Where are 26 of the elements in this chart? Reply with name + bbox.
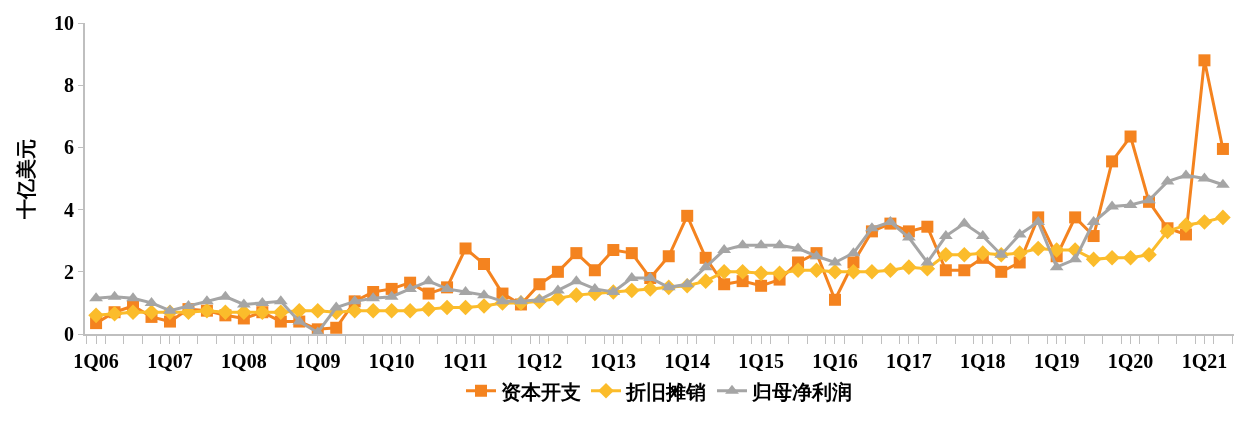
y-tick-label: 4 [64, 198, 74, 221]
x-tick-label: 1Q14 [664, 350, 710, 372]
x-tick-label: 1Q16 [812, 350, 858, 372]
legend-label: 归母净利润 [751, 380, 852, 403]
x-tick-label: 1Q20 [1107, 350, 1154, 372]
x-tick-label: 1Q18 [959, 350, 1006, 372]
legend-label: 折旧摊销 [625, 380, 706, 403]
x-tick-label: 1Q09 [294, 350, 341, 372]
y-tick-label: 2 [64, 260, 74, 283]
y-tick-label: 10 [54, 12, 74, 34]
y-tick-label: 8 [64, 74, 74, 97]
x-tick-label: 1Q08 [221, 350, 267, 372]
y-tick-label: 6 [64, 136, 74, 159]
y-tick-label: 0 [64, 323, 74, 345]
legend-label: 资本开支 [501, 380, 581, 403]
y-axis-title: 十亿美元 [14, 138, 38, 220]
x-tick-label: 1Q07 [147, 350, 193, 372]
x-tick-label: 1Q06 [73, 350, 119, 372]
x-tick-label: 1Q19 [1033, 350, 1080, 372]
x-tick-label: 1Q10 [368, 350, 415, 372]
x-tick-label: 1Q21 [1181, 350, 1228, 372]
x-tick-label: 1Q11 [443, 350, 488, 372]
x-tick-label: 1Q13 [590, 350, 637, 372]
x-tick-label: 1Q17 [886, 350, 932, 372]
x-tick-label: 1Q12 [516, 350, 563, 372]
x-tick-label: 1Q15 [738, 350, 784, 372]
